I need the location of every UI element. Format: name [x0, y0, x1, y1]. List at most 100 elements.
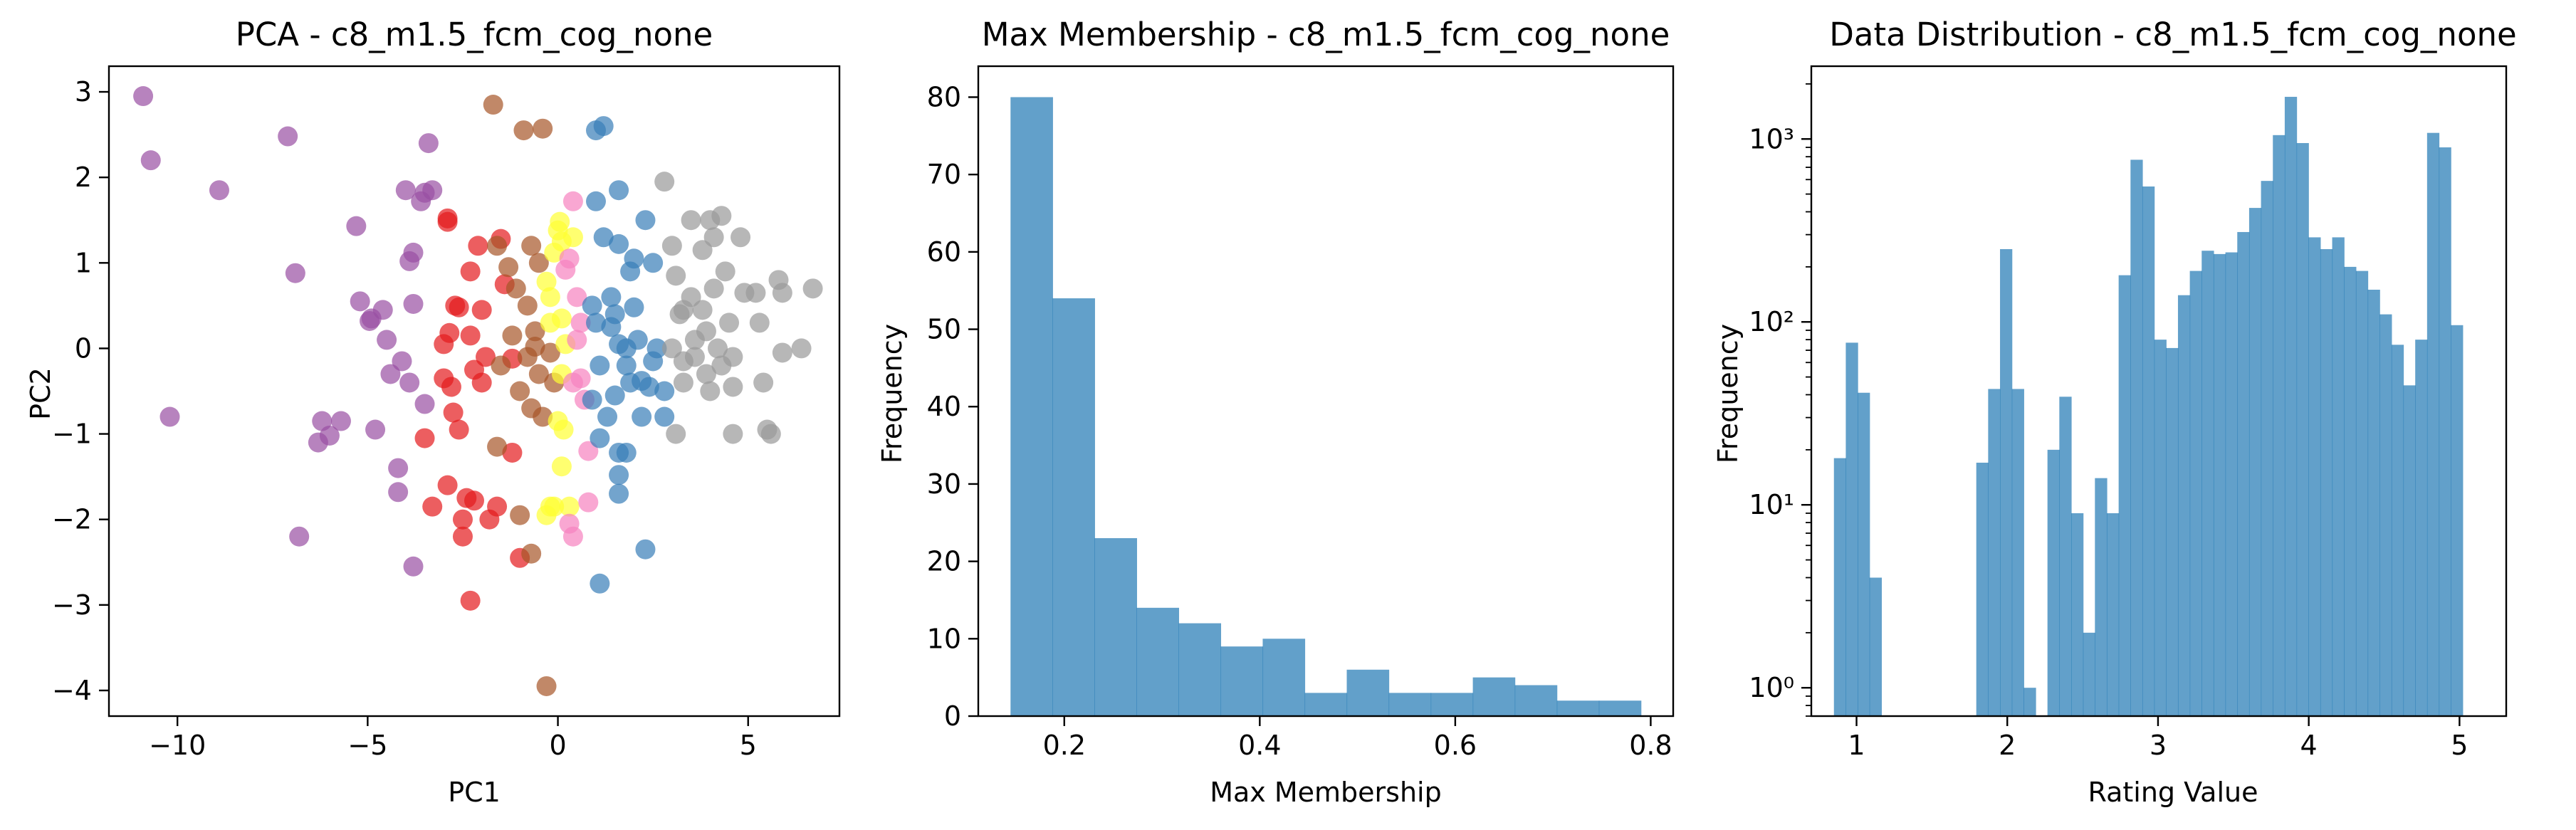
rating-chart-title: Data Distribution - c8_m1.5_fcm_cog_none [1829, 16, 2516, 53]
rating-histogram: Data Distribution - c8_m1.5_fcm_cog_none… [1712, 16, 2517, 808]
y-tick-label: 10¹ [1749, 489, 1794, 520]
scatter-point [399, 372, 420, 393]
histogram-bar [1598, 700, 1642, 716]
scatter-point [567, 287, 587, 308]
scatter-point [590, 573, 610, 594]
histogram-bar [2166, 347, 2179, 717]
scatter-point [403, 556, 424, 577]
histogram-bar [2308, 237, 2321, 717]
histogram-bar [2248, 208, 2262, 716]
scatter-point [528, 364, 549, 384]
scatter-point [449, 419, 469, 440]
scatter-point [553, 419, 574, 440]
scatter-point [661, 236, 682, 256]
scatter-point [703, 227, 724, 248]
pca-chart-title: PCA - c8_m1.5_fcm_cog_none [236, 16, 713, 53]
scatter-point [708, 338, 728, 359]
histogram-bar [2213, 253, 2226, 716]
scatter-point [483, 95, 503, 115]
histogram-bar [1052, 298, 1095, 717]
histogram-bar [2415, 340, 2428, 716]
x-tick-label: 0.2 [1043, 730, 1086, 761]
x-tick-label: 1 [1848, 730, 1865, 761]
scatter-point [601, 287, 622, 308]
histogram-bar [2154, 340, 2167, 716]
scatter-point [567, 330, 587, 350]
scatter-point [414, 428, 435, 448]
histogram-bar [2095, 478, 2108, 716]
scatter-point [562, 227, 583, 248]
scatter-point [536, 676, 557, 696]
scatter-point [593, 116, 614, 137]
scatter-point [377, 330, 397, 350]
histogram-bar [2130, 159, 2143, 716]
scatter-point [609, 180, 629, 201]
scatter-point [570, 312, 591, 333]
scatter-point [502, 325, 523, 346]
scatter-point [673, 372, 693, 393]
scatter-point [525, 321, 545, 342]
pca-y-axis-label: PC2 [25, 367, 56, 420]
scatter-point [487, 436, 508, 457]
scatter-point [133, 86, 154, 107]
histogram-bar [1388, 693, 1432, 716]
scatter-point [745, 283, 766, 303]
histogram-bar [2000, 248, 2013, 716]
y-tick-label: 0 [75, 332, 92, 364]
x-tick-label: −5 [347, 730, 387, 761]
scatter-point [510, 505, 530, 525]
scatter-point [388, 458, 409, 478]
scatter-point [464, 490, 484, 511]
pca-axes-frame [108, 65, 841, 718]
scatter-point [525, 337, 545, 357]
scatter-point [380, 364, 401, 384]
histogram-bar [1833, 458, 1847, 716]
scatter-point [639, 377, 659, 397]
scatter-point [521, 543, 542, 564]
membership-chart-title: Max Membership - c8_m1.5_fcm_cog_none [982, 16, 1670, 53]
scatter-point [330, 411, 351, 431]
scatter-point [749, 312, 770, 333]
scatter-point [760, 424, 781, 444]
scatter-point [443, 402, 464, 423]
scatter-point [289, 526, 310, 547]
scatter-point [616, 442, 637, 463]
y-tick-label: 80 [927, 81, 961, 112]
scatter-point [692, 240, 713, 261]
y-tick-label: 1 [75, 247, 92, 278]
x-tick-label: 5 [740, 730, 757, 761]
histogram-bar [1472, 677, 1516, 716]
histogram-bar [2225, 252, 2238, 716]
scatter-point [476, 347, 496, 367]
scatter-point [487, 236, 508, 256]
scatter-point [559, 248, 580, 269]
rating-y-axis-label: Frequency [1712, 324, 1744, 463]
y-tick-label: 2 [75, 162, 92, 193]
histogram-bar [2142, 186, 2155, 716]
scatter-point [772, 342, 792, 363]
scatter-point [365, 419, 386, 440]
scatter-point [609, 233, 629, 254]
scatter-point [441, 377, 461, 397]
scatter-point [646, 338, 667, 359]
scatter-point [521, 236, 542, 256]
scatter-point [350, 291, 370, 312]
x-tick-label: 5 [2451, 730, 2468, 761]
scatter-point [654, 381, 675, 401]
scatter-point [528, 253, 549, 273]
histogram-bar [2047, 449, 2060, 716]
scatter-point [696, 364, 716, 384]
histogram-bar [2273, 135, 2286, 716]
y-tick-label: −1 [52, 419, 92, 450]
scatter-point [540, 312, 560, 333]
scatter-point [460, 325, 481, 346]
histogram-bar [2189, 270, 2202, 716]
histogram-bar [2177, 295, 2191, 716]
histogram-bar [2426, 132, 2440, 716]
histogram-bar [1010, 97, 1053, 716]
y-tick-label: −3 [52, 589, 92, 621]
scatter-point [772, 283, 792, 303]
scatter-point [635, 210, 656, 231]
histogram-bar [1514, 685, 1558, 716]
